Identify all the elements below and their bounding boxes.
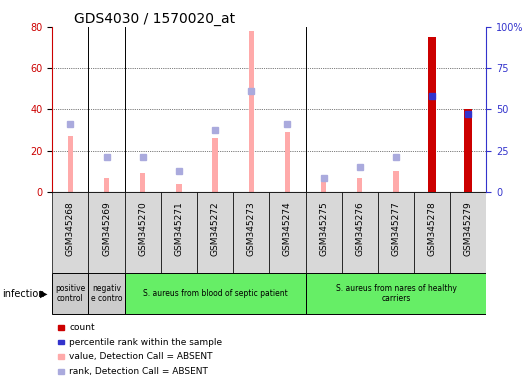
Bar: [342, 192, 378, 273]
Bar: [378, 192, 414, 273]
Text: value, Detection Call = ABSENT: value, Detection Call = ABSENT: [69, 352, 212, 361]
Text: count: count: [69, 323, 95, 332]
Text: GSM345277: GSM345277: [391, 202, 401, 257]
Text: GSM345269: GSM345269: [102, 202, 111, 257]
Text: rank, Detection Call = ABSENT: rank, Detection Call = ABSENT: [69, 367, 208, 376]
Text: S. aureus from nares of healthy
carriers: S. aureus from nares of healthy carriers: [336, 284, 457, 303]
Text: GSM345274: GSM345274: [283, 202, 292, 256]
Text: percentile rank within the sample: percentile rank within the sample: [69, 338, 222, 347]
Bar: [321, 182, 326, 192]
Text: GSM345272: GSM345272: [211, 202, 220, 256]
Bar: [161, 192, 197, 273]
Text: GSM345278: GSM345278: [428, 202, 437, 257]
Text: ▶: ▶: [40, 289, 47, 299]
Bar: [305, 192, 342, 273]
Text: GSM345270: GSM345270: [138, 202, 147, 257]
Text: GSM345268: GSM345268: [66, 202, 75, 257]
Text: GDS4030 / 1570020_at: GDS4030 / 1570020_at: [74, 12, 235, 26]
Bar: [124, 273, 305, 314]
Bar: [212, 138, 218, 192]
Bar: [124, 192, 161, 273]
Text: GSM345273: GSM345273: [247, 202, 256, 257]
Text: S. aureus from blood of septic patient: S. aureus from blood of septic patient: [143, 289, 288, 298]
Bar: [52, 192, 88, 273]
Text: GSM345275: GSM345275: [319, 202, 328, 257]
Bar: [176, 184, 181, 192]
Bar: [428, 37, 436, 192]
Bar: [67, 136, 73, 192]
Bar: [450, 192, 486, 273]
Bar: [464, 109, 472, 192]
Bar: [414, 192, 450, 273]
Bar: [88, 273, 124, 314]
Bar: [269, 192, 305, 273]
Bar: [248, 31, 254, 192]
Text: GSM345271: GSM345271: [174, 202, 184, 257]
Text: GSM345276: GSM345276: [355, 202, 365, 257]
Bar: [305, 273, 486, 314]
Bar: [357, 177, 362, 192]
Bar: [393, 171, 399, 192]
Bar: [197, 192, 233, 273]
Text: positive
control: positive control: [55, 284, 86, 303]
Text: negativ
e contro: negativ e contro: [91, 284, 122, 303]
Bar: [285, 132, 290, 192]
Bar: [104, 177, 109, 192]
Text: infection: infection: [3, 289, 45, 299]
Bar: [233, 192, 269, 273]
Bar: [88, 192, 124, 273]
Text: GSM345279: GSM345279: [464, 202, 473, 257]
Bar: [52, 273, 88, 314]
Bar: [140, 174, 145, 192]
